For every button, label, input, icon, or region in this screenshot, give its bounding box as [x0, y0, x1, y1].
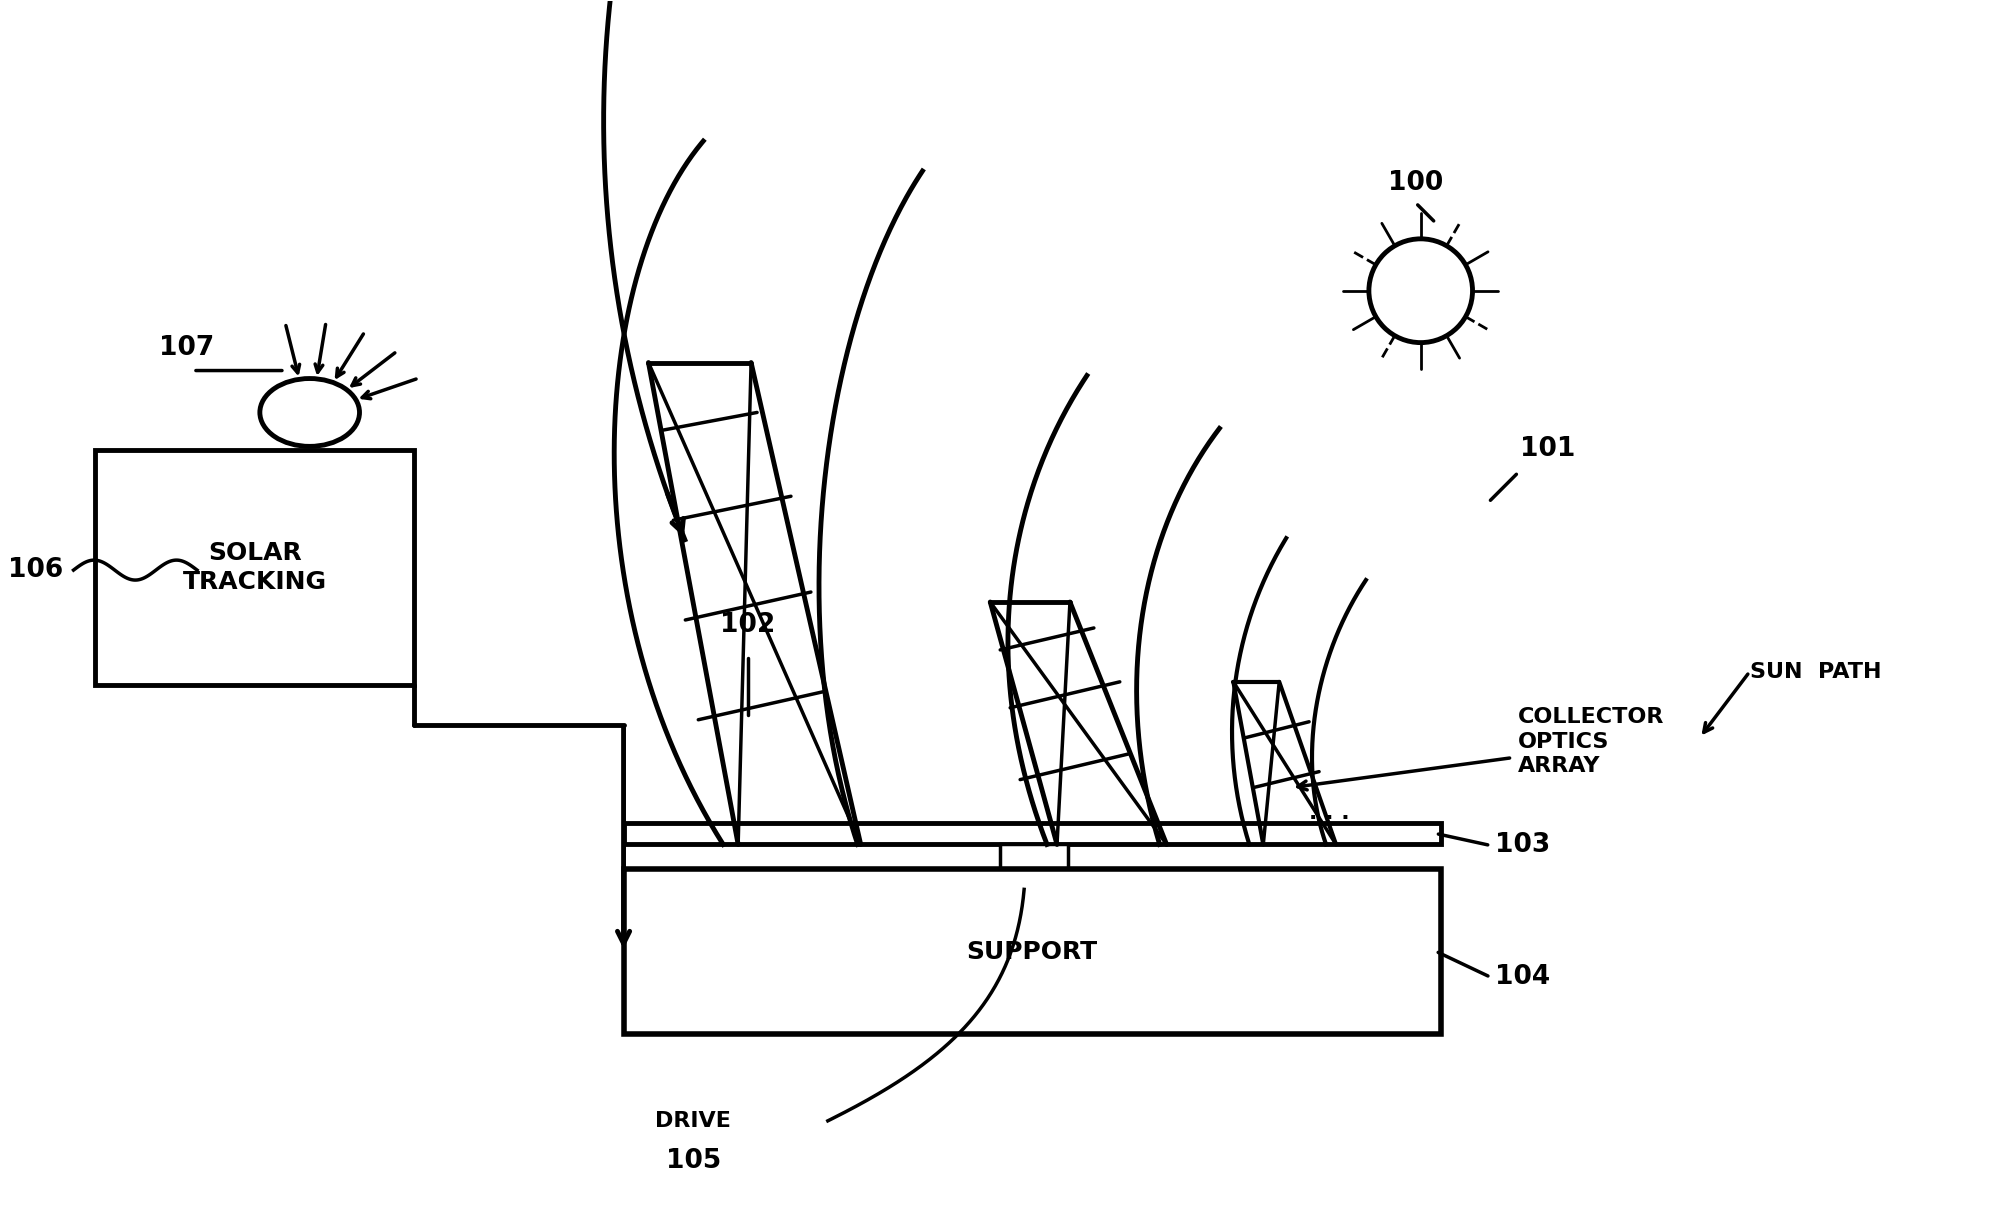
Text: 104: 104 — [1495, 964, 1551, 991]
Text: SOLAR
TRACKING: SOLAR TRACKING — [183, 540, 327, 594]
Text: 107: 107 — [159, 334, 215, 361]
Text: SUN  PATH: SUN PATH — [1750, 662, 1880, 682]
Text: DRIVE: DRIVE — [655, 1111, 731, 1131]
Text: 102: 102 — [721, 612, 775, 638]
Text: SUPPORT: SUPPORT — [966, 939, 1097, 964]
Text: 103: 103 — [1495, 832, 1551, 859]
Text: . . .: . . . — [1308, 803, 1350, 822]
Text: 101: 101 — [1521, 437, 1575, 462]
Bar — [96, 450, 414, 684]
Text: 100: 100 — [1388, 170, 1442, 196]
Bar — [623, 870, 1440, 1035]
Text: 105: 105 — [665, 1148, 721, 1174]
Bar — [1000, 844, 1069, 889]
Bar — [623, 822, 1440, 844]
Text: 106: 106 — [8, 558, 62, 583]
Text: COLLECTOR
OPTICS
ARRAY: COLLECTOR OPTICS ARRAY — [1519, 706, 1665, 776]
